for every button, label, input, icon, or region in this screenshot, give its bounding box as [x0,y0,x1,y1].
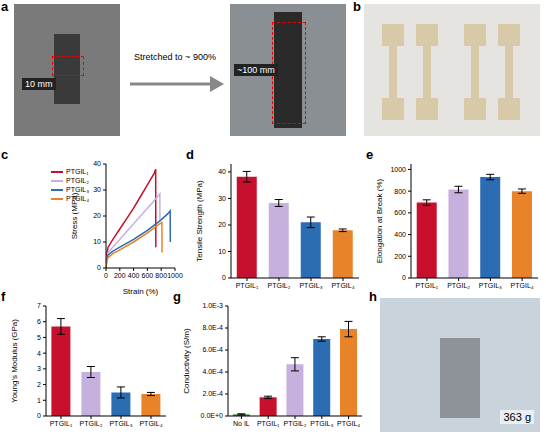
svg-text:0: 0 [402,274,406,281]
svg-text:2.0E-4: 2.0E-4 [202,390,223,397]
svg-text:PTGIL₁: PTGIL₁ [50,420,73,427]
svg-text:1: 1 [37,397,41,404]
svg-text:200: 200 [394,253,406,260]
svg-text:PTGIL₃: PTGIL₃ [479,282,502,289]
svg-text:30: 30 [93,186,101,193]
svg-text:10: 10 [218,248,226,255]
svg-text:8.0E-4: 8.0E-4 [202,324,223,331]
svg-text:PTGIL₃: PTGIL₃ [299,282,322,289]
svg-text:3: 3 [37,365,41,372]
svg-text:PTGIL₁: PTGIL₁ [416,282,439,289]
svg-text:40: 40 [93,160,101,167]
svg-text:PTGIL₄: PTGIL₄ [337,420,360,427]
svg-text:0.0E+0: 0.0E+0 [201,412,223,419]
svg-text:PTGIL₁: PTGIL₁ [257,420,280,427]
svg-text:400: 400 [394,231,406,238]
svg-text:PTGIL₄: PTGIL₄ [511,282,534,289]
svg-text:Stress (MPa): Stress (MPa) [70,192,79,239]
svg-text:PTGIL₂: PTGIL₂ [447,282,470,289]
svg-text:PTGIL₄: PTGIL₄ [139,420,162,427]
svg-text:PTGIL₄: PTGIL₄ [331,282,354,289]
svg-text:2: 2 [37,381,41,388]
svg-text:600: 600 [394,209,406,216]
svg-text:Conductivity (S/m): Conductivity (S/m) [182,328,191,394]
svg-text:10: 10 [93,238,101,245]
svg-text:4: 4 [37,350,41,357]
svg-text:30: 30 [218,195,226,202]
svg-text:4.0E-4: 4.0E-4 [202,368,223,375]
svg-text:20: 20 [93,212,101,219]
svg-text:PTGIL₂: PTGIL₂ [268,282,291,289]
svg-text:6.0E-4: 6.0E-4 [202,346,223,353]
svg-text:1000: 1000 [167,272,183,279]
svg-text:600: 600 [142,272,154,279]
svg-text:PTGIL₂: PTGIL₂ [80,420,103,427]
svg-text:400: 400 [128,272,140,279]
svg-text:7: 7 [37,302,41,309]
svg-text:Strain (%): Strain (%) [123,287,159,296]
svg-text:PTGIL₁: PTGIL₁ [236,282,259,289]
svg-text:800: 800 [155,272,167,279]
svg-text:0: 0 [37,412,41,419]
svg-text:20: 20 [218,221,226,228]
svg-text:PTGIL₃: PTGIL₃ [310,420,333,427]
svg-text:0: 0 [104,272,108,279]
svg-text:1.0E-3: 1.0E-3 [202,302,223,309]
svg-text:5: 5 [37,334,41,341]
svg-text:0: 0 [97,264,101,271]
svg-text:No IL: No IL [233,420,250,427]
svg-text:PTGIL₂: PTGIL₂ [284,420,307,427]
svg-text:Tensile Strength (MPa): Tensile Strength (MPa) [195,180,204,262]
svg-text:Young's Modulus (GPa): Young's Modulus (GPa) [10,319,19,403]
svg-text:1000: 1000 [390,166,406,173]
svg-text:200: 200 [114,272,126,279]
svg-text:Elongation at Break (%): Elongation at Break (%) [375,178,384,263]
svg-text:0: 0 [222,274,226,281]
svg-text:40: 40 [218,168,226,175]
svg-text:6: 6 [37,318,41,325]
svg-text:PTGIL₃: PTGIL₃ [109,420,132,427]
svg-text:800: 800 [394,188,406,195]
